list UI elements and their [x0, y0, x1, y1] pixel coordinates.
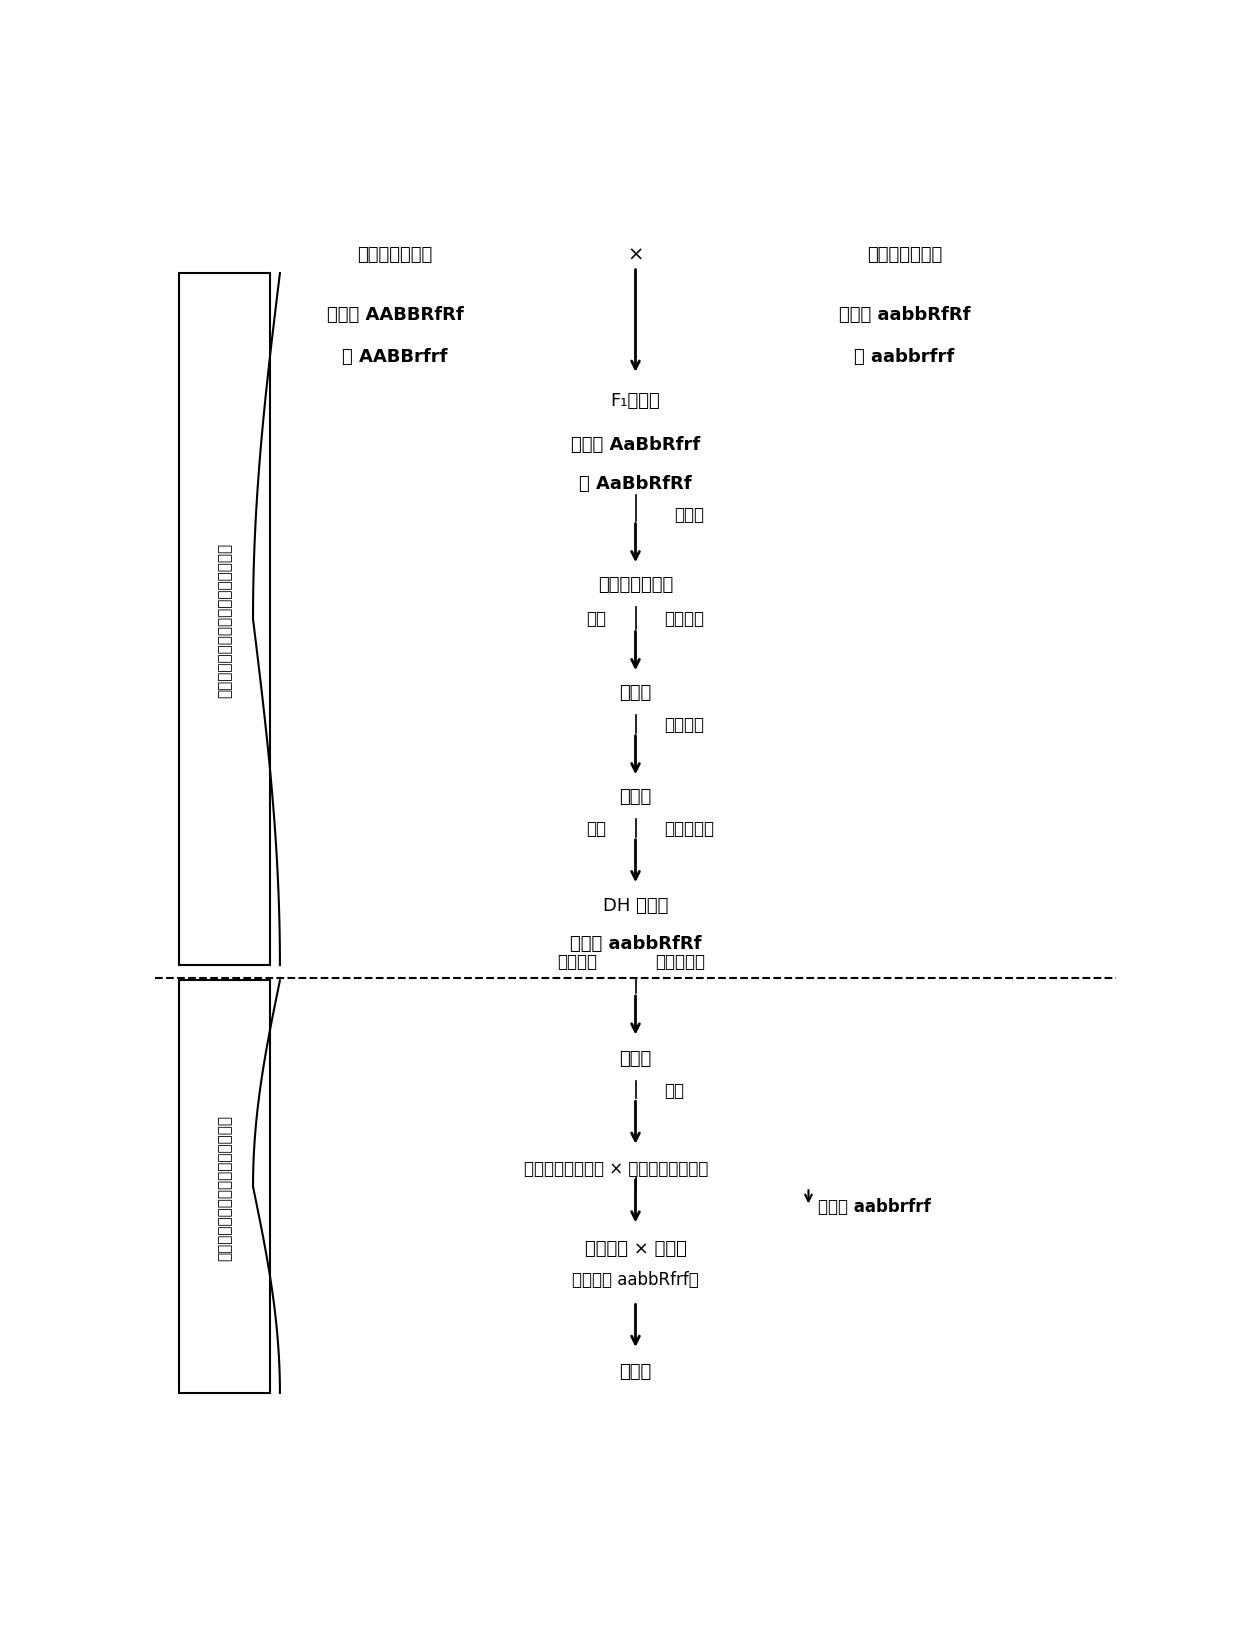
Text: DH 不育系: DH 不育系	[603, 897, 668, 915]
Text: 利用小孢子培养技术获得隐性核不育系: 利用小孢子培养技术获得隐性核不育系	[217, 542, 232, 697]
Text: 分离游离小孢子: 分离游离小孢子	[598, 575, 673, 593]
Bar	[179, 981, 270, 1393]
Text: 杂交种: 杂交种	[619, 1363, 652, 1381]
Text: 基因型 aabbRfRf: 基因型 aabbRfRf	[838, 305, 971, 323]
Bar	[179, 274, 270, 966]
Text: 测交: 测交	[587, 819, 606, 837]
Text: 不育系或临保系: 不育系或临保系	[867, 246, 942, 264]
Text: 试管苗: 试管苗	[619, 1050, 652, 1068]
Text: 基因型 AaBbRfrf: 基因型 AaBbRfrf	[570, 437, 701, 455]
Text: 加倍: 加倍	[587, 610, 606, 628]
Text: 诱导培养: 诱导培养	[665, 715, 704, 733]
Text: 全不育系 × 恢复系: 全不育系 × 恢复系	[584, 1239, 687, 1257]
Text: 取花蕊: 取花蕊	[675, 506, 704, 524]
Text: 利用无性克隆技术应用于杂交种生产: 利用无性克隆技术应用于杂交种生产	[217, 1114, 232, 1259]
Text: 基因型 aabbrfrf: 基因型 aabbrfrf	[818, 1198, 931, 1216]
Text: 基因型 AABBRfRf: 基因型 AABBRfRf	[327, 305, 464, 323]
Text: 诱导培养: 诱导培养	[665, 610, 704, 628]
Text: ×: ×	[627, 246, 644, 264]
Text: 或 AaBbRfRf: 或 AaBbRfRf	[579, 475, 692, 493]
Text: 基因型 aabbRfRf: 基因型 aabbRfRf	[569, 934, 702, 953]
Text: 移栽: 移栽	[665, 1081, 684, 1099]
Text: 隔离大棚的母本行 × 临保系（父本行）: 隔离大棚的母本行 × 临保系（父本行）	[525, 1160, 708, 1178]
Text: 胚状体: 胚状体	[619, 684, 652, 702]
Text: 基因型鉴定: 基因型鉴定	[665, 819, 714, 837]
Text: 无性克隆: 无性克隆	[557, 953, 596, 971]
Text: 优良品种（系）: 优良品种（系）	[357, 246, 433, 264]
Text: （基因型 aabbRfrf）: （基因型 aabbRfrf）	[572, 1271, 699, 1287]
Text: 小植株: 小植株	[619, 788, 652, 806]
Text: 保存与扩繁: 保存与扩繁	[655, 953, 704, 971]
Text: 或 AABBrfrf: 或 AABBrfrf	[342, 348, 448, 366]
Text: F₁代植株: F₁代植株	[610, 392, 661, 410]
Text: 或 aabbrfrf: 或 aabbrfrf	[854, 348, 955, 366]
